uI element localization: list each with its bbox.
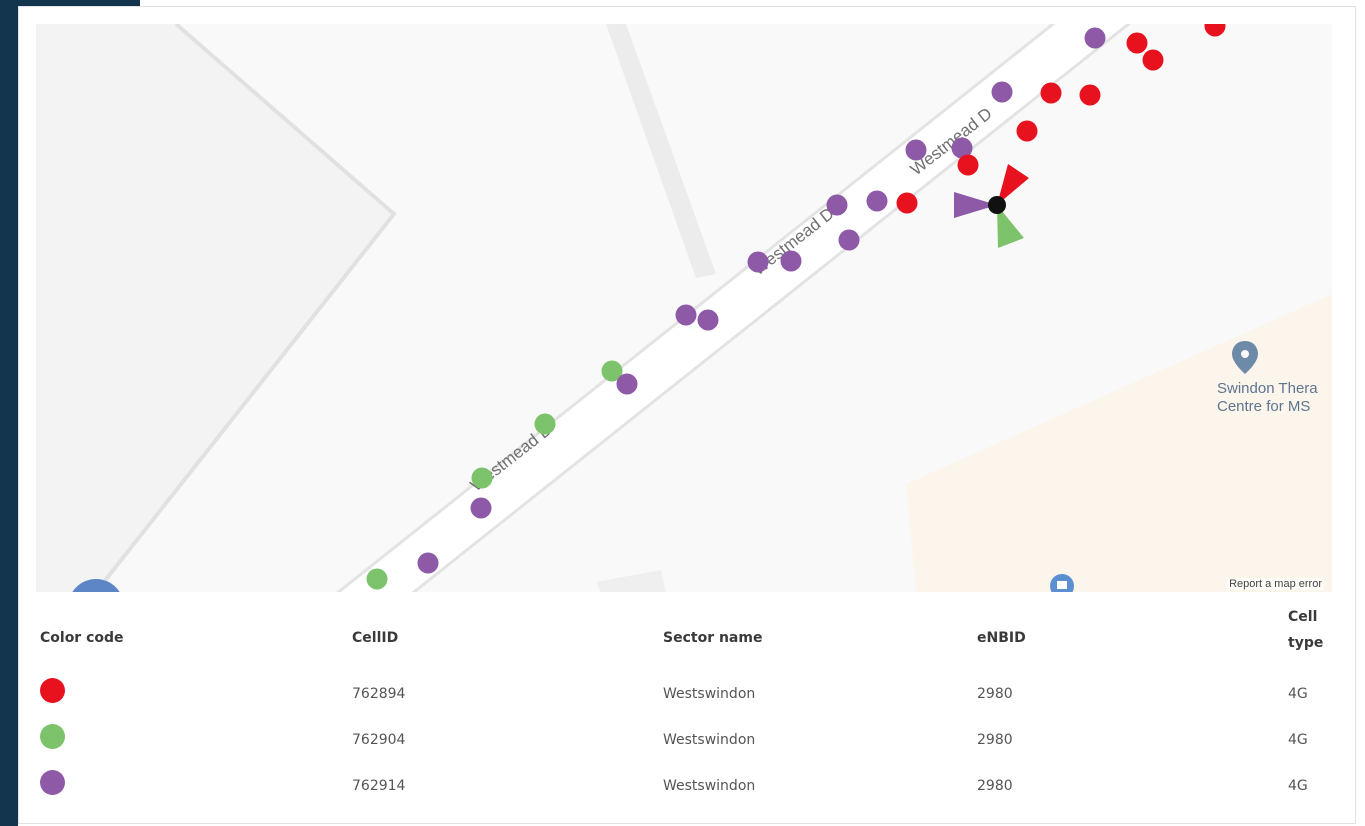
sector-name-value: Westswindon (663, 778, 756, 794)
purple-measurement-point (905, 139, 927, 161)
cell-type-value: 4G (1288, 778, 1308, 794)
location-marker-icon[interactable] (68, 579, 124, 592)
report-map-error-link[interactable]: Report a map error (1227, 578, 1324, 590)
legend-table: Color code CellID Sector name eNBID Cell… (36, 600, 1332, 812)
building-edge (94, 24, 397, 592)
red-measurement-point (1204, 24, 1226, 37)
map-view[interactable]: Westmead D Westmead Dr Westmead D Swindo… (36, 24, 1332, 592)
red-measurement-point (1016, 120, 1038, 142)
cellid-value: 762894 (352, 686, 406, 702)
sector-name-header: Sector name (663, 630, 763, 646)
cell-site-icon[interactable] (954, 164, 1029, 248)
legend-row: 762914 Westswindon 2980 4G (36, 766, 1332, 812)
sector-name-value: Westswindon (663, 686, 756, 702)
enbid-value: 2980 (977, 732, 1013, 748)
poi-label[interactable]: Swindon Thera Centre for MS (1217, 380, 1318, 415)
purple-sector-arrow-icon (954, 192, 997, 218)
green-sector-arrow-icon (997, 205, 1024, 248)
green-measurement-point (471, 467, 493, 489)
legend-row: 762904 Westswindon 2980 4G (36, 720, 1332, 766)
sector-name-value: Westswindon (663, 732, 756, 748)
cell-type-value: 4G (1288, 732, 1308, 748)
cell-type-header-line1: Cell (1288, 609, 1318, 625)
map-pin-icon[interactable] (1232, 341, 1258, 374)
shopping-icon[interactable] (1050, 574, 1074, 592)
purple-measurement-point (866, 190, 888, 212)
cellid-value: 762904 (352, 732, 406, 748)
cell-type-value: 4G (1288, 686, 1308, 702)
red-measurement-point (1126, 32, 1148, 54)
legend-row: 762894 Westswindon 2980 4G (36, 674, 1332, 720)
poi-area (906, 294, 1332, 592)
cellid-value: 762914 (352, 778, 406, 794)
green-measurement-point (366, 568, 388, 590)
purple-measurement-point (838, 229, 860, 251)
cell-type-header: Cell type (1288, 604, 1323, 656)
green-measurement-point (601, 360, 623, 382)
purple-color-swatch (40, 770, 65, 795)
cell-type-header-line2: type (1288, 635, 1324, 651)
purple-measurement-point (417, 552, 439, 574)
purple-measurement-point (951, 137, 973, 159)
enbid-header: eNBID (977, 630, 1026, 646)
purple-measurement-point (697, 309, 719, 331)
purple-measurement-point (1084, 27, 1106, 49)
red-measurement-point (1040, 82, 1062, 104)
enbid-value: 2980 (977, 778, 1013, 794)
green-color-swatch (40, 724, 65, 749)
purple-measurement-point (991, 81, 1013, 103)
side-path (606, 24, 716, 278)
purple-measurement-point (616, 373, 638, 395)
purple-measurement-point (675, 304, 697, 326)
enbid-value: 2980 (977, 686, 1013, 702)
purple-measurement-point (826, 194, 848, 216)
red-measurement-point (957, 154, 979, 176)
parking-area (596, 570, 666, 592)
building-area (36, 24, 394, 592)
red-sector-arrow-icon (997, 164, 1029, 205)
color-code-header: Color code (40, 630, 124, 646)
window-edge (0, 0, 18, 826)
red-measurement-point (1079, 84, 1101, 106)
purple-measurement-point (747, 251, 769, 273)
window-tab (0, 0, 140, 6)
purple-measurement-point (470, 497, 492, 519)
cellid-header: CellID (352, 630, 399, 646)
green-measurement-point (534, 413, 556, 435)
red-measurement-point (896, 192, 918, 214)
red-color-swatch (40, 678, 65, 703)
purple-measurement-point (780, 250, 802, 272)
westmead-dr-road (340, 24, 1127, 592)
red-measurement-point (1142, 49, 1164, 71)
measurement-points (366, 24, 1226, 590)
legend-header-row: Color code CellID Sector name eNBID Cell… (36, 600, 1332, 674)
